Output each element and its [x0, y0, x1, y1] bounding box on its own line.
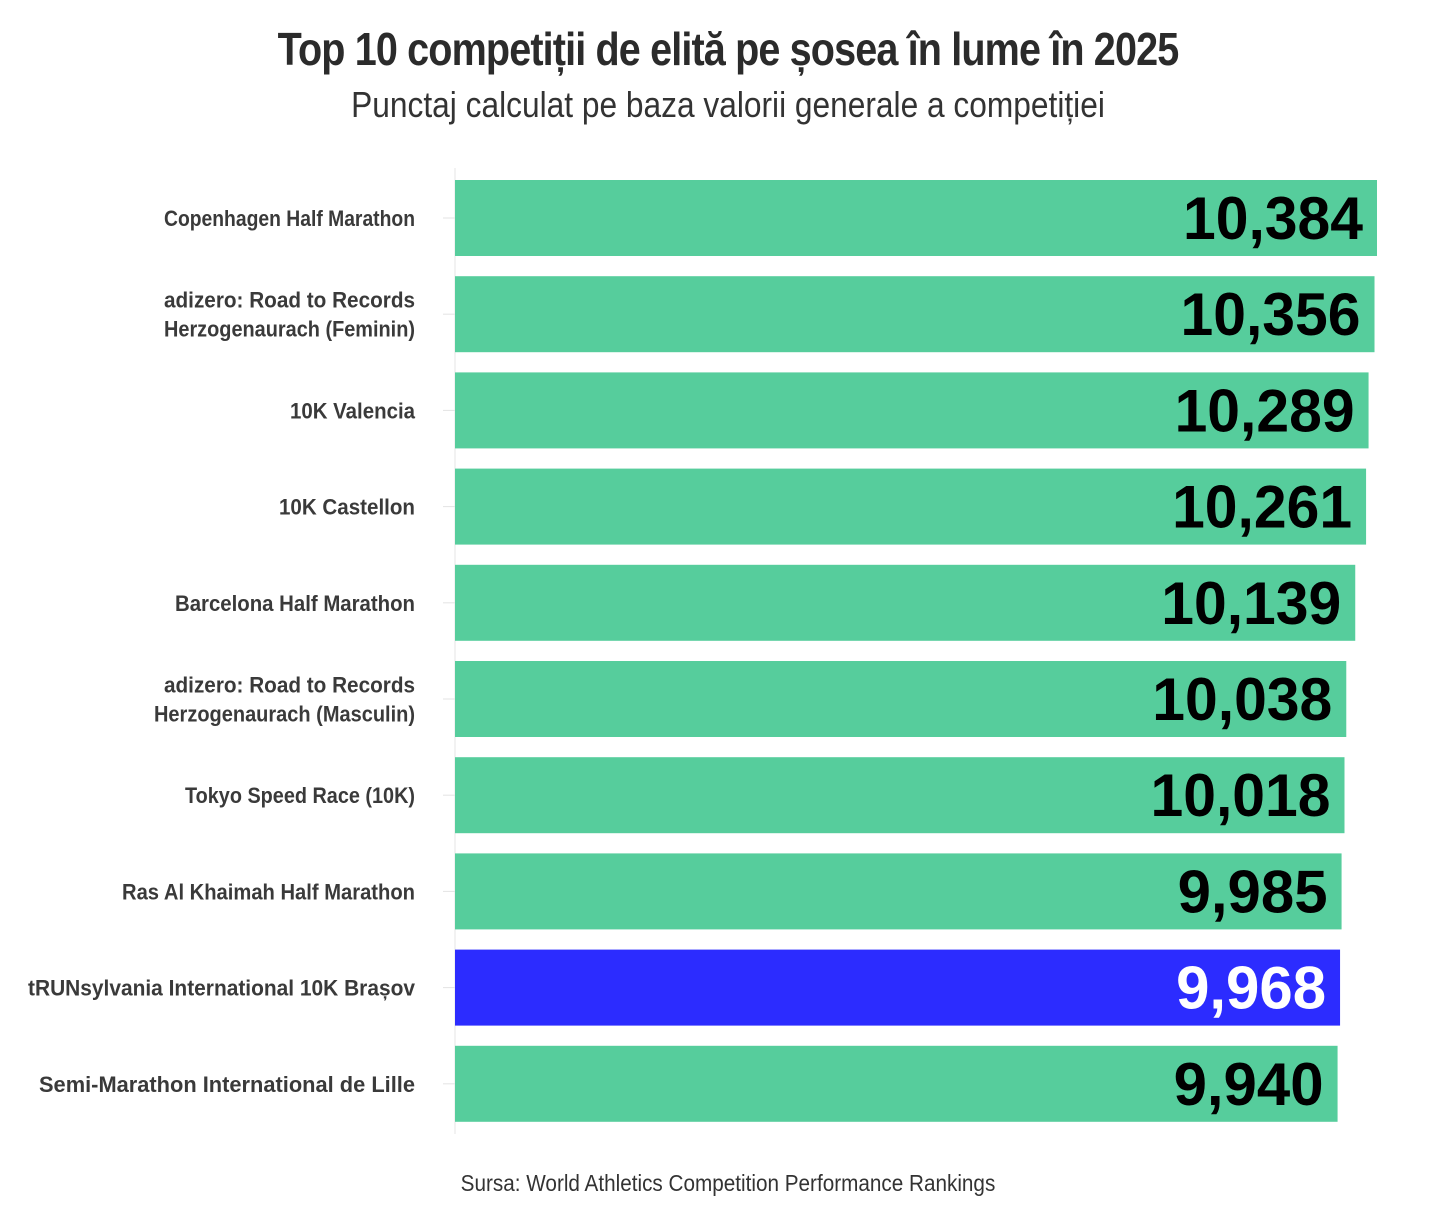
bar-chart: 10,384 Copenhagen Half Marathon 10,356 adiz…: [28, 168, 1377, 1134]
bar-value-label: 10,261: [1172, 474, 1352, 541]
chart-subtitle: Punctaj calculat pe baza valorii general…: [351, 84, 1105, 125]
bar: [455, 564, 1356, 641]
bar-value-label: 10,356: [1181, 281, 1361, 348]
category-label: tRUNsylvania International 10K Brașov: [28, 976, 416, 1001]
bar: [455, 276, 1375, 353]
chart-title: Top 10 competiții de elită pe șosea în l…: [277, 23, 1180, 75]
category-label: Barcelona Half Marathon: [175, 591, 415, 616]
category-label: adizero: Road to Records: [164, 288, 415, 313]
bars-group: 10,384 Copenhagen Half Marathon 10,356 adiz…: [28, 180, 1377, 1122]
bar-value-label: 10,018: [1151, 762, 1331, 829]
bar-value-label: 9,985: [1178, 858, 1328, 925]
bar-value-label: 9,940: [1174, 1051, 1324, 1118]
category-label: Herzogenaurach (Masculin): [154, 702, 415, 727]
bar: [455, 1045, 1338, 1122]
category-label: Tokyo Speed Race (10K): [185, 783, 415, 808]
bar-value-label: 10,139: [1161, 570, 1341, 637]
chart-source: Sursa: World Athletics Competition Perfo…: [460, 1170, 996, 1196]
category-label: Ras Al Khaimah Half Marathon: [122, 879, 415, 904]
bar-value-label: 10,289: [1175, 377, 1355, 444]
bar: [455, 661, 1347, 737]
category-label: 10K Valencia: [290, 398, 416, 423]
bar: [455, 372, 1369, 449]
bar: [455, 468, 1367, 545]
category-label: 10K Castellon: [279, 495, 415, 520]
category-label: Copenhagen Half Marathon: [164, 206, 415, 231]
category-label: Semi-Marathon International de Lille: [39, 1072, 415, 1097]
category-label: adizero: Road to Records: [164, 673, 415, 698]
bar-highlight: [455, 949, 1341, 1026]
bar: [455, 757, 1345, 834]
bar-value-label: 10,384: [1183, 185, 1364, 252]
category-label: Herzogenaurach (Feminin): [164, 317, 415, 342]
bar: [455, 180, 1377, 256]
bar-value-label: 9,968: [1176, 955, 1326, 1022]
bar: [455, 853, 1342, 930]
bar-value-label: 10,038: [1152, 666, 1332, 733]
